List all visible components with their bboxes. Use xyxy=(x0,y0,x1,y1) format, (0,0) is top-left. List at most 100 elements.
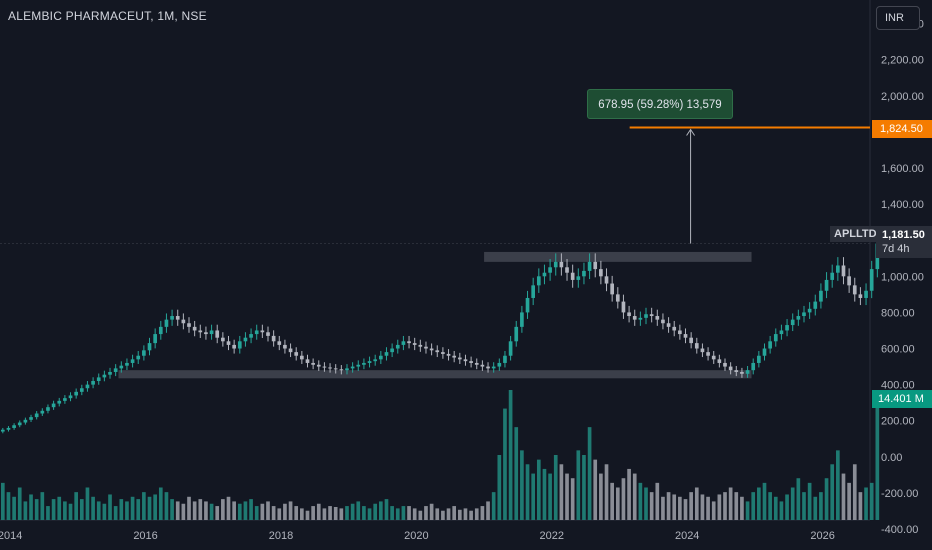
volume-bar xyxy=(79,499,84,520)
candle-body xyxy=(649,314,654,317)
volume-bar xyxy=(869,482,874,520)
volume-bars xyxy=(0,390,880,520)
candle-body xyxy=(491,366,496,369)
candle-body xyxy=(40,410,45,414)
candle-body xyxy=(153,334,157,344)
volume-bar xyxy=(683,499,688,520)
candle-body xyxy=(694,343,699,349)
volume-bar xyxy=(819,492,823,520)
volume-bar xyxy=(593,459,598,520)
volume-bar xyxy=(384,499,389,520)
candle-body xyxy=(480,364,485,367)
candle-body xyxy=(226,341,231,345)
ticker-tag: APLLTD xyxy=(830,226,881,242)
candle-body xyxy=(661,319,665,324)
candle-body xyxy=(305,359,310,363)
candle-body xyxy=(23,419,28,423)
candle-body xyxy=(266,332,270,336)
candle-body xyxy=(553,261,558,268)
candle-body xyxy=(345,368,349,371)
candle-body xyxy=(486,366,490,369)
volume-bar xyxy=(841,473,846,520)
candle-body xyxy=(424,346,428,349)
bar-countdown: 7d 4h xyxy=(882,243,910,255)
volume-bar xyxy=(762,482,767,520)
volume-bar xyxy=(717,494,722,520)
volume-bar xyxy=(852,464,857,520)
volume-bar xyxy=(604,464,609,520)
candle-body xyxy=(632,316,637,320)
volume-bar xyxy=(390,506,394,520)
candle-body xyxy=(565,267,569,273)
candle-body xyxy=(599,269,603,277)
candle-body xyxy=(785,325,789,331)
overlay-lines xyxy=(0,126,870,245)
candle-body xyxy=(181,319,186,324)
volume-bar xyxy=(63,501,67,520)
volume-bar xyxy=(243,501,248,520)
volume-bar xyxy=(23,501,28,520)
volume-bar xyxy=(661,496,665,520)
volume-bar xyxy=(700,494,705,520)
candle-body xyxy=(503,355,507,363)
volume-bar xyxy=(615,487,620,520)
volume-bar xyxy=(875,399,880,520)
candle-body xyxy=(215,330,220,338)
candle-body xyxy=(91,381,95,385)
volume-bar xyxy=(655,482,660,520)
candle-body xyxy=(350,366,355,369)
candle-body xyxy=(582,270,586,277)
volume-bar xyxy=(96,501,101,520)
volume-bar xyxy=(627,468,631,520)
volume-bar xyxy=(864,487,868,520)
volume-bar xyxy=(503,408,507,520)
candle-body xyxy=(469,361,473,363)
candle-body xyxy=(734,370,739,372)
candle-body xyxy=(773,334,778,342)
volume-bar xyxy=(706,496,710,520)
volume-bar xyxy=(215,506,220,520)
volume-bar xyxy=(395,508,400,520)
volume-bar xyxy=(187,496,191,520)
volume-bar xyxy=(621,478,626,520)
volume-bar xyxy=(367,508,372,520)
candle-body xyxy=(79,388,84,392)
last-price-tag: 1,181.50 7d 4h xyxy=(876,226,932,258)
volume-tick-label: -200.00 xyxy=(881,488,918,500)
volume-tag: 14.401 M xyxy=(872,390,932,408)
volume-bar xyxy=(125,501,129,520)
volume-bar xyxy=(525,464,530,520)
candle-body xyxy=(841,265,846,277)
candle-body xyxy=(311,362,315,365)
volume-tick-label: -400.00 xyxy=(881,524,918,536)
volume-bar xyxy=(305,510,310,520)
candle-body xyxy=(542,272,547,277)
candle-body xyxy=(192,326,197,331)
support-zone xyxy=(118,370,752,379)
currency-selector[interactable]: INR xyxy=(876,6,920,30)
volume-bar xyxy=(429,503,434,520)
candle-body xyxy=(198,330,203,333)
candle-body xyxy=(271,335,276,342)
volume-bar xyxy=(587,427,592,520)
price-tick-label: 1,000.00 xyxy=(881,271,924,283)
candle-body xyxy=(802,312,806,317)
candle-body xyxy=(559,261,564,268)
time-axis: 2014 2016 2018 2020 2022 2024 2026 xyxy=(0,530,835,542)
candle-body xyxy=(328,367,332,369)
candle-body xyxy=(869,269,874,291)
volume-bar xyxy=(536,459,541,520)
volume-bar xyxy=(486,501,490,520)
candle-body xyxy=(367,361,372,363)
candle-body xyxy=(796,316,801,320)
volume-bar xyxy=(345,506,349,520)
candle-body xyxy=(610,283,614,295)
time-tick-label: 2026 xyxy=(810,530,834,542)
candle-body xyxy=(63,398,67,401)
candle-body xyxy=(102,374,107,378)
volume-bar xyxy=(474,508,479,520)
volume-bar xyxy=(469,510,473,520)
candle-body xyxy=(740,371,744,374)
volume-bar xyxy=(300,508,304,520)
